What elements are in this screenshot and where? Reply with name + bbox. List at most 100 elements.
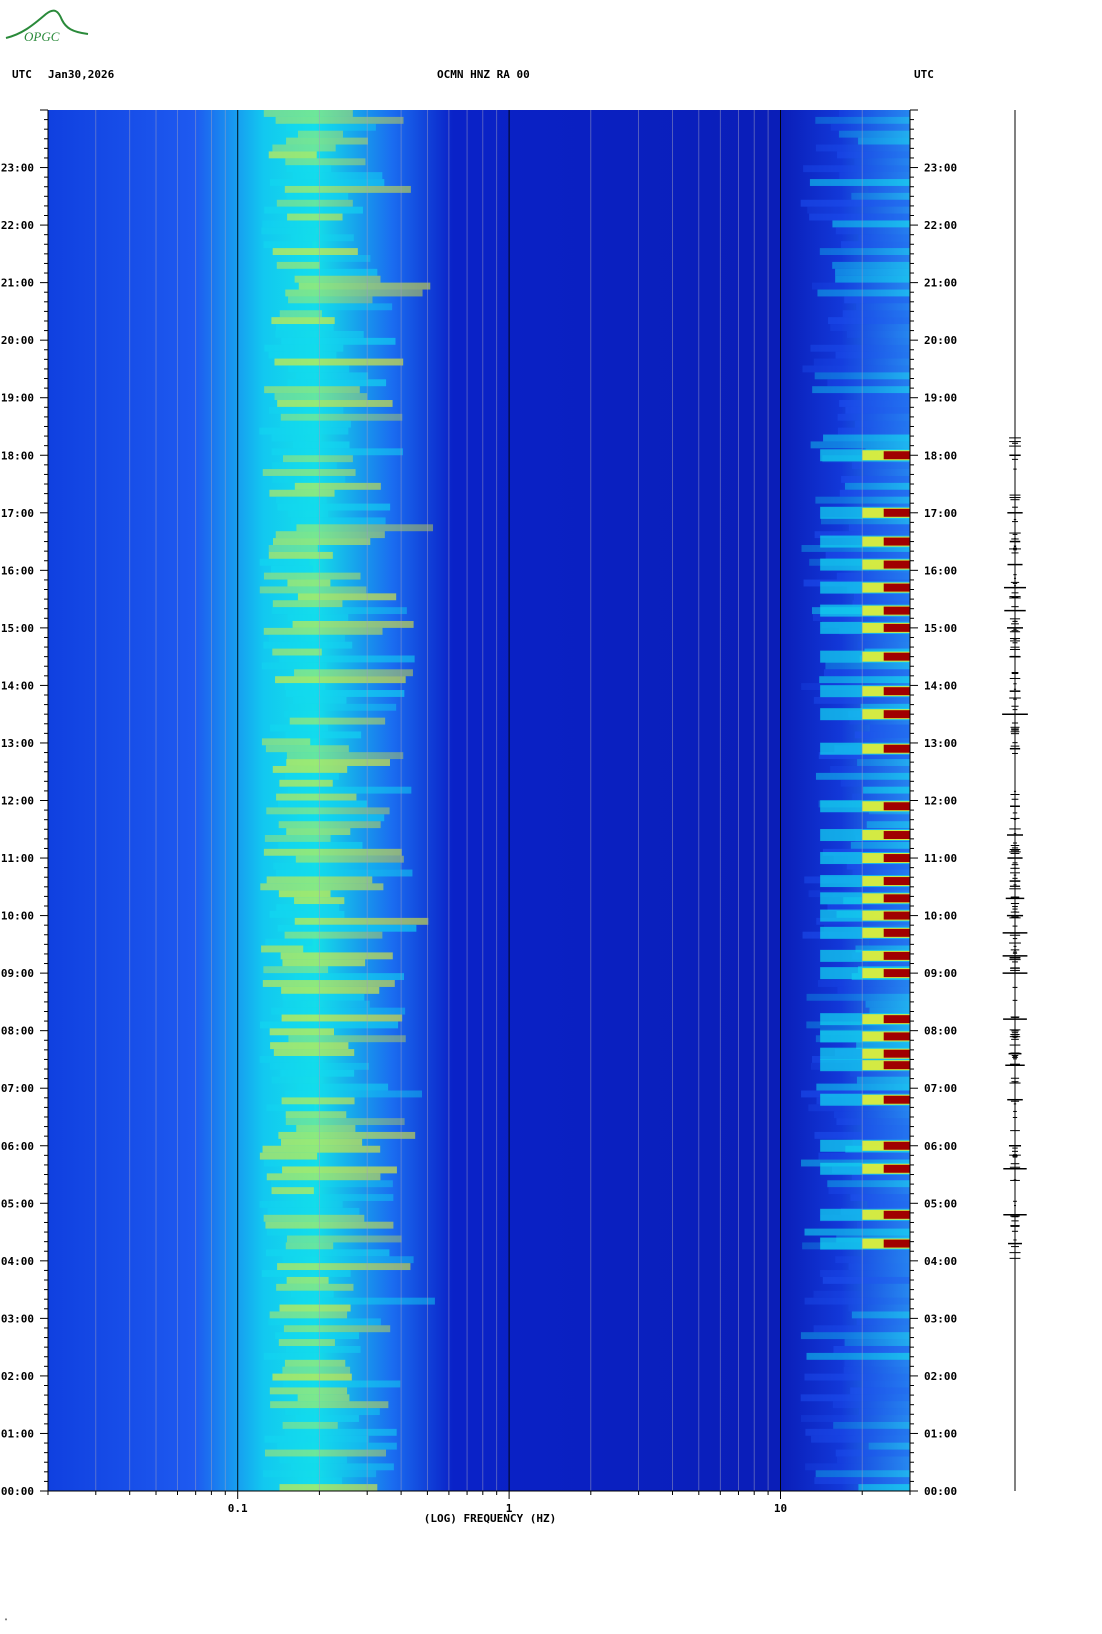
spectrogram-streak	[803, 165, 910, 173]
spectrogram-streak	[841, 475, 910, 483]
spectrogram-streak	[275, 1332, 359, 1340]
spectrogram-streak	[827, 904, 910, 911]
spectrogram-streak	[800, 199, 910, 207]
spectrogram-streak	[835, 1449, 910, 1457]
spectrogram-streak	[869, 724, 910, 732]
spectrogram-streak	[264, 206, 363, 214]
spectrogram-streak	[268, 406, 344, 414]
spectrogram-streak	[282, 993, 365, 1001]
spectrogram-streak	[277, 924, 417, 932]
spectrogram-streak	[855, 303, 910, 311]
spectrogram-streak	[268, 634, 345, 642]
y-tick-label-right: 01:00	[924, 1427, 957, 1440]
spectrogram-streak	[836, 1456, 910, 1464]
event-peak	[883, 623, 910, 632]
spectrogram-streak	[837, 413, 910, 421]
spectrogram-streak	[260, 883, 384, 891]
spectrogram-streak	[271, 1007, 406, 1015]
spectrogram-streak	[272, 248, 358, 256]
y-tick-label-right: 22:00	[924, 219, 957, 232]
spectrogram-streak	[839, 172, 910, 180]
y-tick-label-left: 01:00	[1, 1427, 34, 1440]
spectrogram-streak	[851, 1173, 910, 1181]
event-peak	[883, 951, 910, 960]
y-tick-label-left: 17:00	[1, 507, 34, 520]
event-peak	[883, 606, 910, 615]
y-tick-label-left: 15:00	[1, 622, 34, 635]
spectrogram-streak	[269, 1387, 348, 1395]
spectrogram-streak	[269, 489, 335, 497]
spectrogram-streak	[835, 351, 910, 359]
event-peak	[883, 928, 910, 937]
spectrogram-streak	[856, 1076, 910, 1084]
spectrogram-streak	[277, 1263, 411, 1271]
spectrogram-streak	[808, 1104, 910, 1112]
spectrogram-streak	[866, 821, 910, 829]
spectrogram-streak	[268, 545, 318, 552]
spectrogram-streak	[266, 1173, 381, 1181]
spectrogram-streak	[297, 1394, 350, 1402]
spectrogram-streak	[850, 1194, 910, 1201]
spectrogram-streak	[288, 365, 350, 373]
spectrogram-streak	[844, 1339, 910, 1346]
event-peak	[883, 894, 910, 903]
spectrogram-streak	[840, 241, 910, 249]
spectrogram-streak	[273, 862, 401, 870]
spectrogram-streak	[865, 255, 910, 262]
spectrogram-streak	[816, 1083, 910, 1091]
event-peak	[883, 877, 910, 886]
y-tick-label-left: 20:00	[1, 334, 34, 347]
spectrogram-plot-area	[47, 110, 911, 1491]
frequency-axis: 0.1 1 10	[47, 1490, 911, 1515]
spectrogram-streak	[266, 1228, 322, 1236]
spectrogram-streak	[269, 1311, 348, 1319]
y-tick-label-left: 23:00	[1, 162, 34, 175]
header-date: Jan30,2026	[48, 68, 115, 81]
y-tick-label-left: 22:00	[1, 219, 34, 232]
spectrogram-streak	[832, 261, 910, 269]
spectrogram-streak	[827, 379, 910, 387]
spectrogram-streak	[837, 986, 910, 994]
y-tick-label-right: 20:00	[924, 334, 957, 347]
spectrogram-streak	[284, 1408, 380, 1416]
spectrogram-streak	[809, 179, 910, 186]
spectrogram-streak	[837, 151, 910, 159]
spectrogram-streak	[296, 1297, 435, 1305]
y-tick-label-left: 16:00	[1, 564, 34, 577]
event-peak	[883, 1061, 910, 1070]
spectrogram-streak	[259, 586, 367, 594]
y-tick-label-left: 12:00	[1, 795, 34, 808]
spectrogram-streak	[804, 1228, 910, 1236]
event-peak	[883, 1049, 910, 1058]
spectrogram-streak	[259, 427, 349, 435]
y-tick-label-left: 14:00	[1, 679, 34, 692]
spectrogram-streak	[278, 841, 363, 849]
spectrogram-streak	[276, 904, 340, 911]
spectrogram-streak	[266, 1249, 390, 1257]
spectrogram-streak	[263, 627, 383, 635]
spectrogram-streak	[285, 158, 366, 166]
spectrogram-streak	[856, 1318, 910, 1326]
spectrogram-streak	[285, 1242, 334, 1250]
spectrogram-streak	[275, 496, 327, 504]
spectrogram-streak	[828, 1187, 910, 1195]
spectrogram-streak	[271, 1076, 324, 1084]
y-tick-label-right: 05:00	[924, 1197, 957, 1210]
spectrogram-streak	[279, 779, 333, 787]
spectrogram-streak	[279, 1304, 351, 1312]
spectrogram-streak	[286, 759, 390, 766]
spectrogram-streak	[284, 185, 411, 193]
spectrogram-streak	[259, 1055, 324, 1063]
spectrogram-streak	[296, 1415, 359, 1422]
y-tick-label-left: 06:00	[1, 1140, 34, 1153]
spectrogram-streak	[261, 738, 311, 746]
spectrogram-streak	[283, 1000, 370, 1008]
spectrogram-streak	[815, 116, 910, 124]
y-tick-label-left: 08:00	[1, 1025, 34, 1038]
spectrogram-streak	[288, 296, 373, 304]
y-tick-label-left: 09:00	[1, 967, 34, 980]
y-tick-label-right: 17:00	[924, 507, 957, 520]
spectrogram-streak	[278, 1131, 416, 1139]
y-tick-label-left: 10:00	[1, 910, 34, 923]
spectrogram-streak	[827, 1180, 910, 1188]
